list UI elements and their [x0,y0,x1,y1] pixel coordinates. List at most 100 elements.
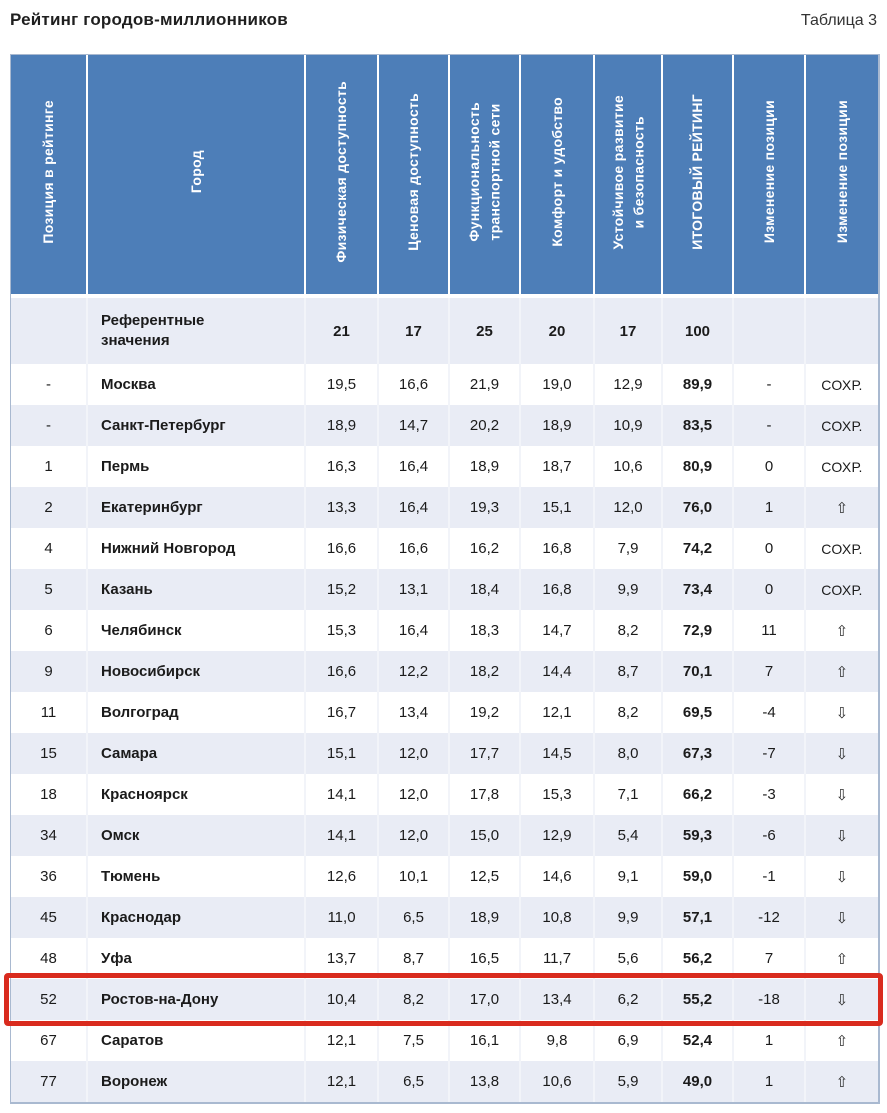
cell-metric: 13,8 [448,1061,519,1102]
cell-metric: 8,2 [377,979,448,1020]
cell-metric: 12,1 [304,1061,377,1102]
cell-metric: 10,6 [593,446,661,487]
column-header-label: Физическая доступность [333,81,350,263]
cell-total: 83,5 [661,405,732,446]
status-label: СОХР. [821,581,863,598]
table-row: 6 Челябинск 15,3 16,4 18,3 14,7 8,2 72,9 11 ⇧ [11,610,878,651]
cell-metric: 16,8 [519,528,593,569]
cell-metric: 16,5 [448,938,519,979]
cell-metric: 10,6 [519,1061,593,1102]
cell-metric: 18,9 [448,897,519,938]
cell-metric: 21 [304,298,377,364]
down-arrow-icon: ⇩ [835,908,849,927]
cell-change: - [732,364,804,405]
cell-metric: 14,4 [519,651,593,692]
cell-metric: 15,0 [448,815,519,856]
cell-total: 57,1 [661,897,732,938]
column-header-label: Город [187,150,204,194]
up-arrow-icon: ⇧ [835,498,849,517]
cell-metric: 14,6 [519,856,593,897]
cell-metric: 16,6 [304,651,377,692]
table-row: 52 Ростов-на-Дону 10,4 8,2 17,0 13,4 6,2 55,2 -1… [11,979,878,1020]
cell-total: 89,9 [661,364,732,405]
cell-status: ⇩ [804,815,878,856]
cell-status: ⇧ [804,487,878,528]
cell-metric: 7,9 [593,528,661,569]
column-header-1: Город [86,55,304,298]
cell-position: 36 [11,856,86,897]
cell-position: 34 [11,815,86,856]
table-caption: Таблица 3 [800,12,877,29]
status-label: СОХР. [821,458,863,475]
down-arrow-icon: ⇩ [835,744,849,763]
cell-change [732,298,804,364]
cell-change: 7 [732,651,804,692]
table-row: 5 Казань 15,2 13,1 18,4 16,8 9,9 73,4 0 СОХР. [11,569,878,610]
cell-metric: 8,7 [593,651,661,692]
cell-metric: 16,6 [377,528,448,569]
cell-metric: 12,9 [519,815,593,856]
cell-metric: 20,2 [448,405,519,446]
cell-metric: 12,6 [304,856,377,897]
cell-status [804,298,878,364]
cell-change: 0 [732,446,804,487]
column-header-label: Комфорт и удобство [548,97,565,247]
cell-metric: 12,1 [304,1020,377,1061]
cell-status: ⇩ [804,856,878,897]
cell-status: ⇩ [804,733,878,774]
cell-metric: 10,9 [593,405,661,446]
cell-city: Тюмень [86,856,304,897]
down-arrow-icon: ⇩ [835,785,849,804]
cell-city: Москва [86,364,304,405]
cell-metric: 16,1 [448,1020,519,1061]
cell-city: Референтные значения [86,298,304,364]
cell-metric: 16,4 [377,446,448,487]
cell-metric: 5,4 [593,815,661,856]
column-header-8: Изменение позиции [732,55,804,298]
cell-metric: 14,5 [519,733,593,774]
cell-change: 11 [732,610,804,651]
cell-position: 6 [11,610,86,651]
cell-metric: 16,8 [519,569,593,610]
table-wrap: Позиция в рейтинге Город Физическая доступ… [4,54,883,1104]
cell-metric: 16,3 [304,446,377,487]
cell-change: 0 [732,528,804,569]
cell-metric: 15,2 [304,569,377,610]
column-header-0: Позиция в рейтинге [11,55,86,298]
up-arrow-icon: ⇧ [835,1072,849,1091]
cell-total: 59,3 [661,815,732,856]
column-header-label: Изменение позиции [833,100,850,244]
cell-position: 2 [11,487,86,528]
cell-metric: 16,4 [377,487,448,528]
cell-total: 100 [661,298,732,364]
cell-metric: 8,0 [593,733,661,774]
table-row: 15 Самара 15,1 12,0 17,7 14,5 8,0 67,3 -7 ⇩ [11,733,878,774]
topbar: Рейтинг городов-миллионников Таблица 3 [10,8,877,30]
cell-city: Нижний Новгород [86,528,304,569]
cell-metric: 14,1 [304,815,377,856]
cell-metric: 13,4 [519,979,593,1020]
cell-city: Самара [86,733,304,774]
cell-metric: 7,5 [377,1020,448,1061]
up-arrow-icon: ⇧ [835,621,849,640]
cell-change: -7 [732,733,804,774]
cell-metric: 8,7 [377,938,448,979]
cell-metric: 6,5 [377,1061,448,1102]
cell-metric: 19,3 [448,487,519,528]
cell-city: Санкт-Петербург [86,405,304,446]
cell-status: ⇩ [804,774,878,815]
table-row: - Москва 19,5 16,6 21,9 19,0 12,9 89,9- СОХР. [11,364,878,405]
table-row: 67 Саратов 12,1 7,5 16,1 9,8 6,9 52,4 1 ⇧ [11,1020,878,1061]
cell-city: Пермь [86,446,304,487]
cell-position: 48 [11,938,86,979]
cell-position: 67 [11,1020,86,1061]
cell-metric: 6,2 [593,979,661,1020]
cell-position: 18 [11,774,86,815]
cell-city: Воронеж [86,1061,304,1102]
cell-metric: 15,1 [304,733,377,774]
cell-status: ⇩ [804,979,878,1020]
cell-metric: 18,9 [448,446,519,487]
cell-change: 1 [732,487,804,528]
cell-metric: 19,5 [304,364,377,405]
cell-metric: 12,0 [377,815,448,856]
